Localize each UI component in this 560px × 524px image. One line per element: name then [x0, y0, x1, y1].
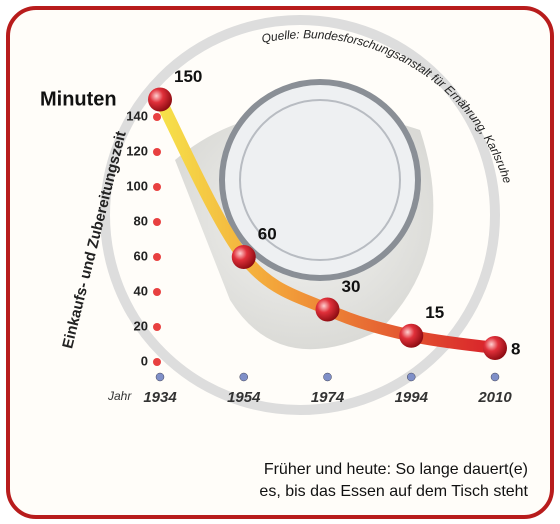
value-label: 15 [425, 303, 444, 322]
x-label: Jahr [107, 389, 132, 403]
tick-mark [153, 183, 161, 191]
point [316, 298, 340, 322]
tick-mark [153, 253, 161, 261]
caption-line: Früher und heute: So lange dauert(e) [264, 461, 528, 478]
point [483, 336, 507, 360]
value-label: 60 [258, 224, 277, 243]
y-tick-label: 100 [126, 178, 148, 193]
x-tick-mark [491, 373, 499, 381]
x-tick-label: 1994 [395, 389, 429, 406]
value-label: 150 [174, 67, 202, 86]
tick-mark [153, 218, 161, 226]
point [148, 88, 172, 112]
value-label: 30 [342, 277, 361, 296]
y-tick-label: 20 [134, 318, 148, 333]
tick-mark [153, 113, 161, 121]
y-tick-label: 60 [134, 248, 148, 263]
y-tick-label: 40 [134, 283, 148, 298]
tick-mark [153, 288, 161, 296]
x-tick-mark [324, 373, 332, 381]
x-tick-label: 1934 [143, 389, 177, 406]
point [399, 324, 423, 348]
caption-line: es, bis das Essen auf dem Tisch steht [259, 483, 528, 500]
tick-mark [153, 323, 161, 331]
tick-mark [153, 358, 161, 366]
y-tick-label: 0 [141, 353, 148, 368]
x-tick-mark [156, 373, 164, 381]
x-tick-mark [240, 373, 248, 381]
y-tick-label: 120 [126, 143, 148, 158]
value-label: 8 [511, 339, 520, 358]
tick-mark [153, 148, 161, 156]
chart: Quelle: Bundesforschungsanstalt für Ernä… [0, 0, 560, 524]
y-unit: Minuten [40, 88, 117, 110]
point [232, 245, 256, 269]
x-tick-mark [407, 373, 415, 381]
y-tick-label: 140 [126, 108, 148, 123]
x-tick-label: 1954 [227, 389, 261, 406]
y-tick-label: 80 [134, 213, 148, 228]
x-tick-label: 1974 [311, 389, 345, 406]
x-tick-label: 2010 [477, 389, 512, 406]
